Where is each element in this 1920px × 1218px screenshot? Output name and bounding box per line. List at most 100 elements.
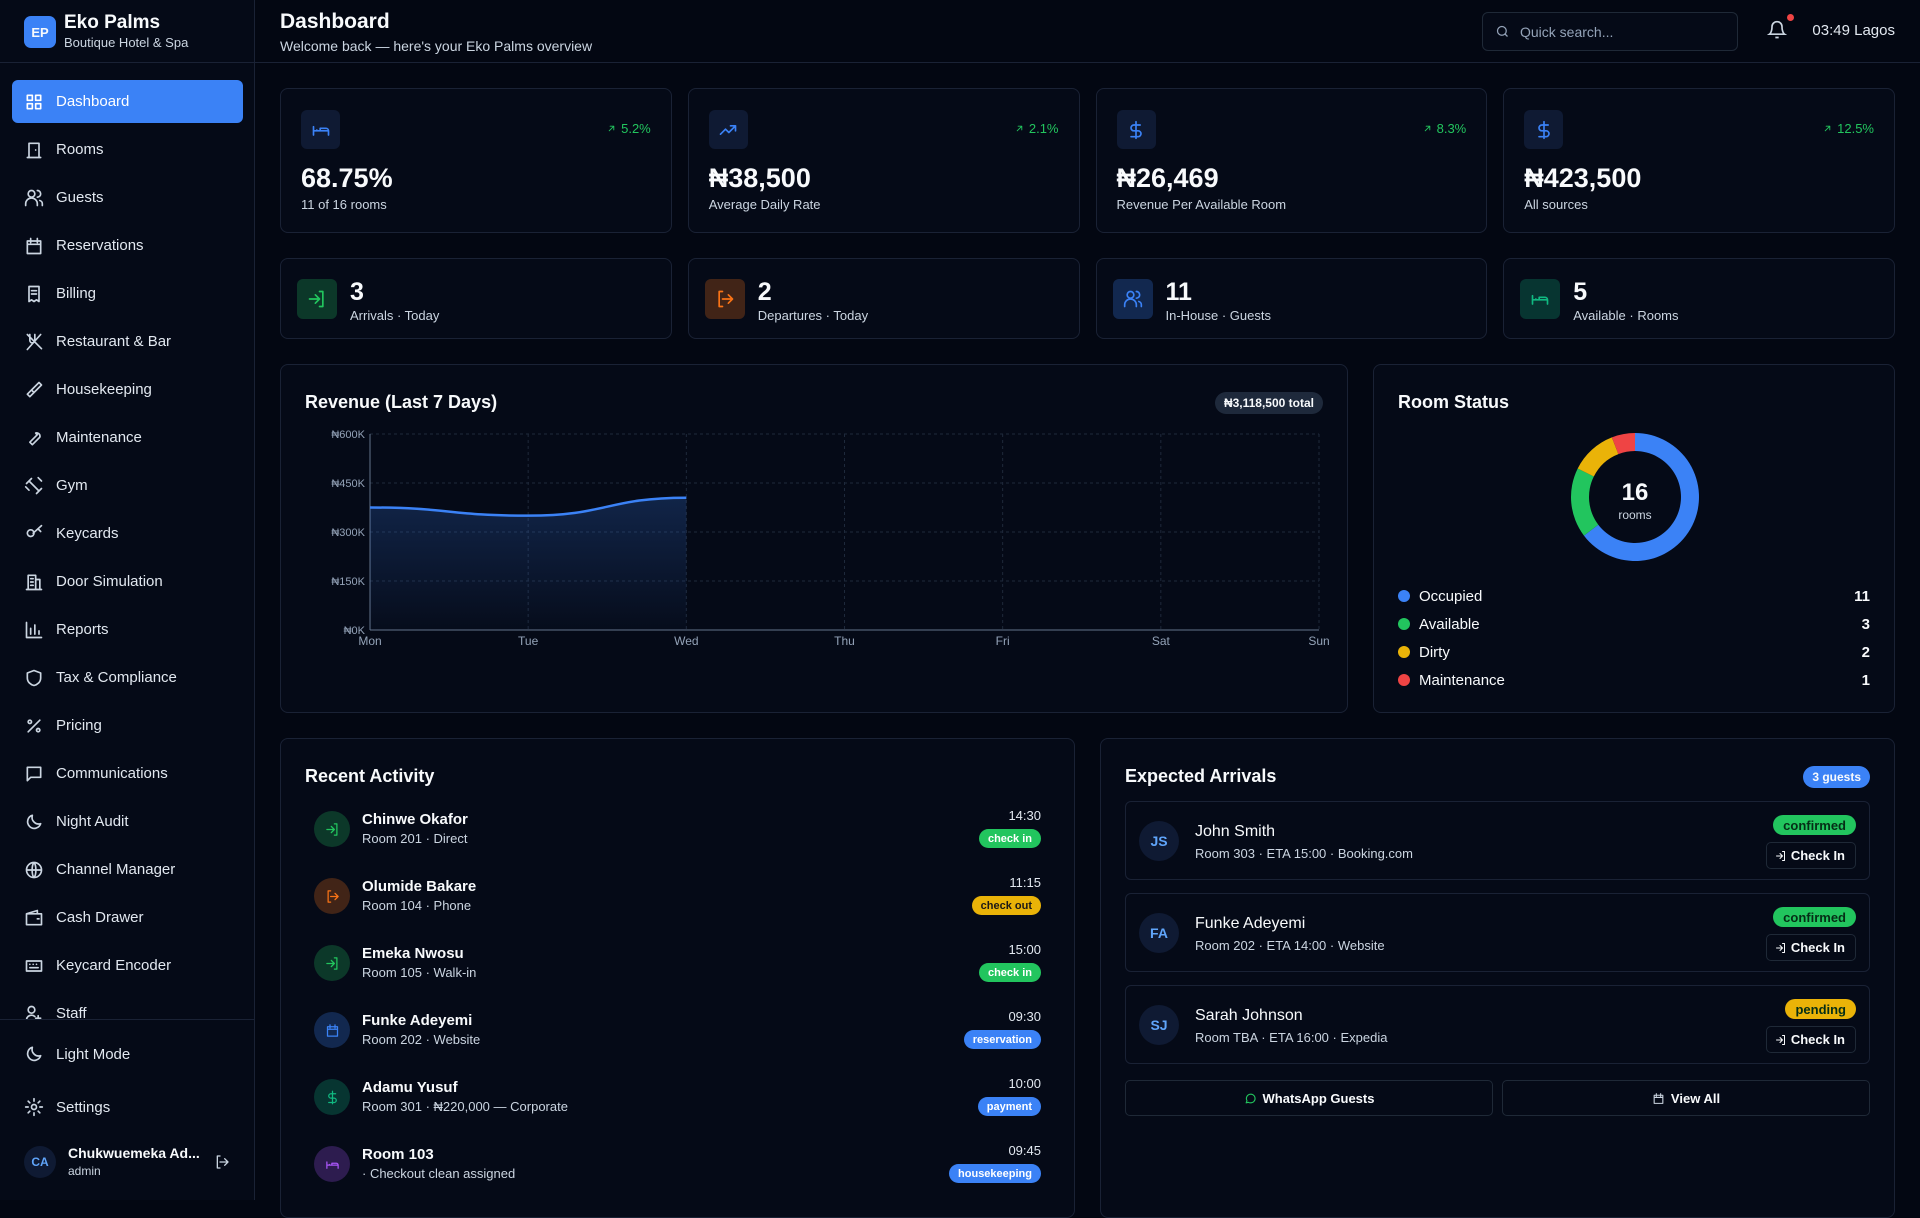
- stat-label: Available · Rooms: [1573, 308, 1679, 323]
- nav-icon: [26, 142, 42, 158]
- nav-icon: [29, 431, 41, 445]
- nav-item[interactable]: Door Simulation: [12, 560, 243, 603]
- nav-item[interactable]: Reports: [12, 608, 243, 651]
- activity-time: 10:00: [1008, 1076, 1041, 1091]
- kpi-value: ₦38,500: [708, 163, 811, 193]
- activity-tag: check out: [971, 896, 1041, 915]
- kpi-card: 8.3% ₦26,469 Revenue Per Available Room: [1095, 88, 1488, 233]
- icon: [325, 822, 337, 836]
- icon-path: [1123, 290, 1142, 308]
- icon: [1653, 1092, 1664, 1104]
- nav-item[interactable]: Staff: [12, 992, 243, 1019]
- arrival-name: Sarah Johnson: [1195, 1007, 1303, 1024]
- icon: [1016, 125, 1023, 132]
- icon: [1537, 120, 1550, 139]
- activity-tag: payment: [977, 1097, 1041, 1116]
- icon: [1824, 125, 1831, 132]
- activity-card: Recent Activity Chinwe Okafor Room 201 · D…: [280, 738, 1075, 1218]
- nav-item[interactable]: Tax & Compliance: [12, 656, 243, 699]
- page-title: Dashboard: [280, 10, 390, 33]
- activity-icon: [314, 945, 350, 981]
- nav-item[interactable]: Keycards: [12, 512, 243, 555]
- nav-icon: [26, 524, 43, 537]
- nav-icon: [26, 381, 43, 397]
- nav-item[interactable]: Gym: [12, 464, 243, 507]
- activity-detail: Room 202 · Website: [362, 1032, 481, 1047]
- revenue-card: Revenue (Last 7 Days) ₦3,118,500 total ₦0K…: [280, 364, 1348, 713]
- brand: EP Eko Palms Boutique Hotel & Spa: [0, 0, 254, 63]
- activity-item: Olumide Bakare Room 104 · Phone 11:15 check…: [305, 866, 1050, 926]
- y-tick-label: ₦600K: [331, 429, 365, 441]
- kpi-icon: [301, 110, 340, 149]
- icon: [719, 124, 737, 135]
- nav-label: Staff: [56, 1005, 87, 1019]
- settings-label: Settings: [56, 1098, 111, 1116]
- search-icon: [1496, 25, 1508, 37]
- room-status-card: Room Status 16 rooms Occupied 11 Available 3 Di…: [1373, 364, 1895, 713]
- icon: [325, 956, 337, 970]
- icon-path: [1531, 294, 1549, 305]
- activity-name: Room 103: [362, 1146, 434, 1163]
- nav-item[interactable]: Channel Manager: [12, 848, 243, 891]
- action-label: WhatsApp Guests: [1262, 1090, 1375, 1106]
- nav-item[interactable]: Rooms: [12, 128, 243, 171]
- settings-link[interactable]: Settings: [12, 1087, 243, 1127]
- icon-path: [26, 1046, 42, 1062]
- icon: [718, 290, 734, 308]
- nav-label: Maintenance: [56, 429, 142, 446]
- icon-path: [1653, 1092, 1664, 1104]
- nav-item[interactable]: Billing: [12, 272, 243, 315]
- icon-path: [1775, 850, 1785, 861]
- search[interactable]: Quick search...: [1482, 12, 1738, 51]
- check-in-label: Check In: [1790, 1032, 1845, 1047]
- nav-icon: [27, 718, 41, 733]
- icon-path: [26, 814, 42, 829]
- icon: [327, 889, 339, 903]
- nav-item[interactable]: Communications: [12, 752, 243, 795]
- icon: [326, 1023, 338, 1037]
- stat-card: 2 Departures · Today: [687, 258, 1080, 339]
- icon: [312, 125, 329, 136]
- activity-detail: Room 201 · Direct: [362, 831, 468, 846]
- action-button[interactable]: View All: [1502, 1080, 1870, 1116]
- nav-label: Cash Drawer: [56, 909, 144, 926]
- action-button[interactable]: WhatsApp Guests: [1125, 1080, 1493, 1116]
- nav-item[interactable]: Dashboard: [12, 80, 243, 123]
- nav-item[interactable]: Cash Drawer: [12, 896, 243, 939]
- light-mode-toggle[interactable]: Light Mode: [12, 1034, 243, 1074]
- nav-item[interactable]: Restaurant & Bar: [12, 320, 243, 363]
- search-placeholder: Quick search...: [1520, 23, 1614, 40]
- icon: [308, 290, 324, 308]
- nav-icon: [24, 476, 43, 494]
- legend-label: Occupied: [1419, 587, 1483, 605]
- icon-path: [26, 524, 43, 537]
- nav-item[interactable]: Housekeeping: [12, 368, 243, 411]
- legend-row: Maintenance 1: [1398, 668, 1870, 692]
- logo: EP: [24, 16, 56, 48]
- nav-label: Communications: [56, 765, 168, 782]
- chart: ₦0K ₦150K ₦300K ₦450K ₦600K Mon Tue Wed Thu Fri Sa…: [331, 429, 1329, 648]
- notifications[interactable]: [1767, 20, 1787, 40]
- check-in-button[interactable]: Check In: [1765, 1026, 1856, 1053]
- icon-path: [25, 574, 43, 590]
- nav-item[interactable]: Guests: [12, 176, 243, 219]
- logout[interactable]: [214, 1154, 230, 1170]
- nav-item[interactable]: Night Audit: [12, 800, 243, 843]
- nav-label: Dashboard: [56, 93, 130, 110]
- legend-label: Maintenance: [1419, 671, 1505, 689]
- nav-item[interactable]: Keycard Encoder: [12, 944, 243, 987]
- stat-icon: [704, 279, 745, 319]
- arrival-actions: WhatsApp Guests View All: [1125, 1080, 1870, 1116]
- nav-item[interactable]: Pricing: [12, 704, 243, 747]
- check-in-button[interactable]: Check In: [1765, 934, 1856, 961]
- icon-path: [325, 822, 337, 836]
- icon-path: [25, 909, 43, 925]
- activity-detail: · Checkout clean assigned: [362, 1166, 516, 1181]
- check-in-button[interactable]: Check In: [1765, 842, 1856, 869]
- icon-path: [1245, 1093, 1256, 1103]
- nav-item[interactable]: Reservations: [12, 224, 243, 267]
- stat-card: 11 In-House · Guests: [1095, 258, 1488, 339]
- page-subtitle: Welcome back — here's your Eko Palms ove…: [280, 38, 593, 54]
- nav-item[interactable]: Maintenance: [12, 416, 243, 459]
- activity-time: 11:15: [1009, 875, 1041, 890]
